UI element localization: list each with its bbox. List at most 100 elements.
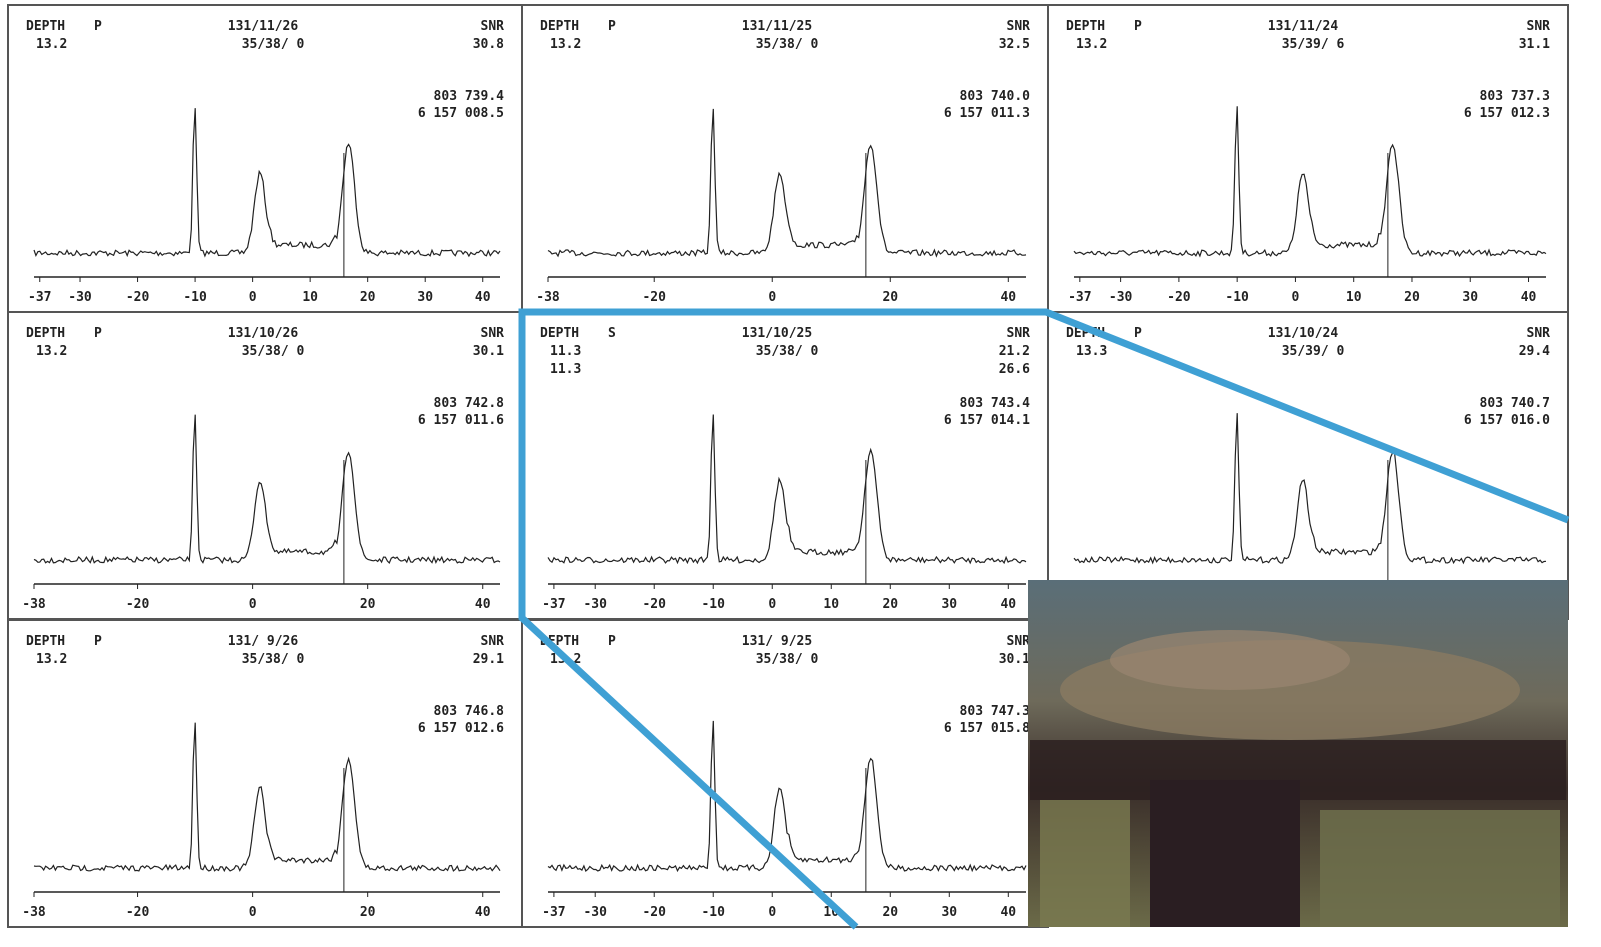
- axis-tick-label: -10: [701, 905, 725, 920]
- snr-value: 32.5: [999, 37, 1030, 52]
- coordinate: 6 157 011.3: [944, 106, 1030, 121]
- axis-tick-label: 40: [1000, 905, 1016, 920]
- axis-tick-label: 0: [1292, 290, 1300, 305]
- snr-label: SNR: [481, 634, 505, 649]
- axis-tick-label: 40: [1000, 597, 1016, 612]
- snr-value: 26.6: [999, 362, 1030, 377]
- wave-type: P: [608, 634, 616, 649]
- axis-tick-label: 40: [475, 290, 491, 305]
- axis-tick-label: -20: [642, 905, 666, 920]
- panel: DEPTHP13.2131/ 9/2635/38/ 0SNR29.1803 74…: [8, 620, 522, 927]
- snr-value: 21.2: [999, 344, 1030, 359]
- axis-tick-label: -37: [28, 290, 51, 305]
- axis-tick-label: 20: [882, 597, 898, 612]
- axis-tick-label: 30: [941, 905, 957, 920]
- coordinate: 6 157 012.6: [418, 721, 504, 736]
- date: 131/10/25: [742, 326, 812, 341]
- date: 131/10/26: [228, 326, 299, 341]
- date: 131/11/26: [228, 19, 299, 34]
- depth-label: DEPTH: [540, 19, 579, 34]
- axis-tick-label: -38: [22, 905, 46, 920]
- axis-tick-label: -10: [183, 290, 207, 305]
- axis-tick-label: -10: [1225, 290, 1249, 305]
- axis-tick-label: -20: [642, 290, 666, 305]
- snr-value: 30.1: [473, 344, 504, 359]
- date: 131/11/25: [742, 19, 812, 34]
- coordinate: 803 743.4: [960, 396, 1031, 411]
- wave-type: P: [94, 634, 102, 649]
- depth-label: DEPTH: [1066, 19, 1105, 34]
- wave-type: P: [608, 19, 616, 34]
- axis-tick-label: 30: [417, 290, 433, 305]
- depth-label: DEPTH: [26, 326, 65, 341]
- axis-tick-label: 20: [360, 290, 376, 305]
- axis-tick-label: -20: [126, 290, 150, 305]
- photo-inset: [1028, 580, 1568, 927]
- axis-tick-label: -37: [1068, 290, 1091, 305]
- axis-tick-label: 40: [475, 597, 491, 612]
- coordinate: 803 739.4: [434, 89, 505, 104]
- axis-tick-label: 40: [1000, 290, 1016, 305]
- panel: DEPTHP13.3131/10/2435/39/ 0SNR29.4803 74…: [1048, 312, 1568, 619]
- snr-label: SNR: [1007, 634, 1031, 649]
- depth-label: DEPTH: [26, 634, 65, 649]
- axis-tick-label: -30: [1109, 290, 1133, 305]
- axis-tick-label: 20: [1404, 290, 1420, 305]
- frame: 35/38/ 0: [756, 344, 819, 359]
- date: 131/ 9/25: [742, 634, 812, 649]
- coordinate: 803 740.0: [960, 89, 1031, 104]
- screen: DEPTHP13.2131/11/2635/38/ 0SNR30.8803 73…: [0, 0, 1601, 947]
- coordinate: 803 746.8: [434, 704, 505, 719]
- depth-value: 13.2: [550, 37, 581, 52]
- axis-tick-label: 0: [768, 597, 776, 612]
- depth-value: 13.2: [36, 344, 67, 359]
- snr-label: SNR: [1007, 19, 1031, 34]
- date: 131/ 9/26: [228, 634, 299, 649]
- axis-tick-label: 10: [302, 290, 318, 305]
- axis-tick-label: -20: [126, 597, 150, 612]
- coordinate: 6 157 008.5: [418, 106, 504, 121]
- snr-label: SNR: [1007, 326, 1031, 341]
- axis-tick-label: 20: [882, 290, 898, 305]
- axis-tick-label: 10: [823, 597, 839, 612]
- axis-tick-label: 30: [941, 597, 957, 612]
- axis-tick-label: 10: [1346, 290, 1362, 305]
- axis-tick-label: 0: [249, 905, 257, 920]
- axis-tick-label: -20: [642, 597, 666, 612]
- axis-tick-label: -38: [22, 597, 46, 612]
- coordinate: 803 740.7: [1480, 396, 1550, 411]
- axis-tick-label: -30: [583, 905, 607, 920]
- axis-tick-label: 20: [360, 905, 376, 920]
- axis-tick-label: -37: [542, 597, 565, 612]
- wave-type: P: [1134, 326, 1142, 341]
- panel: DEPTHP13.2131/11/2435/39/ 6SNR31.1803 73…: [1048, 5, 1568, 312]
- axis-tick-label: 40: [475, 905, 491, 920]
- depth-value: 13.2: [1076, 37, 1107, 52]
- snr-label: SNR: [1527, 326, 1551, 341]
- axis-tick-label: 0: [249, 290, 257, 305]
- panel: DEPTHP13.2131/10/2635/38/ 0SNR30.1803 74…: [8, 312, 522, 619]
- snr-value: 31.1: [1519, 37, 1550, 52]
- coordinate: 803 747.3: [960, 704, 1030, 719]
- coordinate: 6 157 011.6: [418, 413, 504, 428]
- snr-value: 30.1: [999, 652, 1030, 667]
- axis-tick-label: 40: [1521, 290, 1537, 305]
- wave-type: S: [608, 326, 616, 341]
- date: 131/10/24: [1268, 326, 1339, 341]
- snr-label: SNR: [1527, 19, 1551, 34]
- depth-value: 13.3: [1076, 344, 1107, 359]
- frame: 35/39/ 0: [1282, 344, 1345, 359]
- frame: 35/38/ 0: [756, 652, 819, 667]
- date: 131/11/24: [1268, 19, 1339, 34]
- axis-tick-label: -37: [542, 905, 565, 920]
- axis-tick-label: -20: [126, 905, 150, 920]
- frame: 35/38/ 0: [242, 344, 305, 359]
- frame: 35/39/ 6: [1282, 37, 1345, 52]
- depth-value: 13.2: [36, 652, 67, 667]
- snr-value: 29.4: [1519, 344, 1550, 359]
- axis-tick-label: -10: [701, 597, 725, 612]
- axis-tick-label: 30: [1462, 290, 1478, 305]
- axis-tick-label: 20: [882, 905, 898, 920]
